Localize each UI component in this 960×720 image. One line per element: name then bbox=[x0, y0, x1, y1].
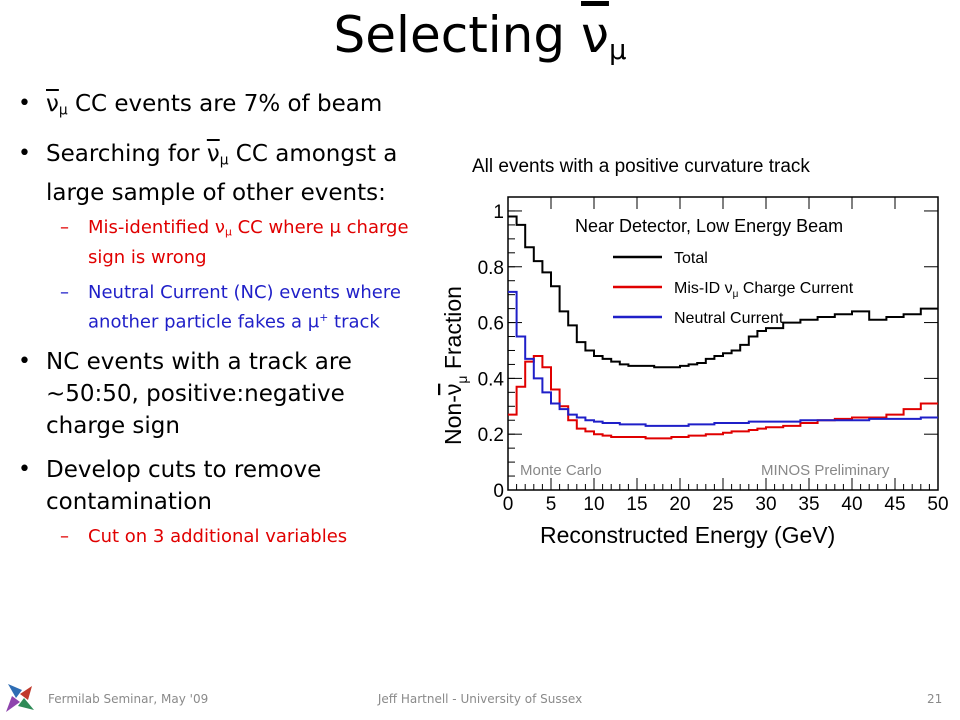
y-tick-label: 0.2 bbox=[478, 425, 504, 446]
non-numu-fraction-plot: 0 5 10 15 20 25 30 35 40 45 50 0 0.2 0.4 0.6 0.8 1 Near … bbox=[440, 196, 949, 548]
footer-event: Fermilab Seminar, May '09 bbox=[48, 692, 209, 706]
plot-caption: All events with a positive curvature tra… bbox=[472, 156, 810, 177]
nubar-symbol: ν bbox=[581, 6, 609, 64]
legend-label-nc: Neutral Current bbox=[674, 310, 784, 327]
x-tick-label: 20 bbox=[669, 494, 690, 515]
series-total bbox=[508, 215, 938, 369]
monte-carlo-label: Monte Carlo bbox=[520, 462, 602, 479]
bullet-list: νμ CC events are 7% of beam Searching fo… bbox=[18, 88, 430, 559]
sussex-logo-icon bbox=[6, 684, 34, 712]
x-tick-label: 25 bbox=[712, 494, 733, 515]
x-axis-label: Reconstructed Energy (GeV) bbox=[540, 522, 835, 548]
y-axis-label: Non-νμ Fraction bbox=[440, 286, 470, 445]
x-tick-label: 40 bbox=[841, 494, 862, 515]
x-tick-label: 45 bbox=[884, 494, 905, 515]
plot-title: Near Detector, Low Energy Beam bbox=[575, 216, 843, 236]
y-tick-label: 1 bbox=[493, 202, 504, 223]
y-tick-label: 0.8 bbox=[478, 258, 504, 279]
series-neutral-current bbox=[508, 290, 938, 427]
legend-label-total: Total bbox=[674, 250, 708, 267]
bullet-nc-tracks: NC events with a track are ~50:50, posit… bbox=[18, 346, 430, 442]
bullet-searching: Searching for νμ CC amongst a large samp… bbox=[18, 138, 430, 208]
series-mis-id-charge-current bbox=[508, 355, 938, 440]
plot-series bbox=[508, 215, 938, 440]
x-tick-label: 15 bbox=[626, 494, 647, 515]
x-tick-label: 50 bbox=[927, 494, 948, 515]
subbullet-misid: – Mis-identified νμ CC where μ charge sig… bbox=[60, 216, 409, 268]
plot-axes: 0 5 10 15 20 25 30 35 40 45 50 0 0.2 0.4 0.6 0.8 1 bbox=[478, 196, 949, 515]
subbullet-nc: – Neutral Current (NC) events where anoth… bbox=[60, 281, 401, 333]
y-tick-label: 0.6 bbox=[478, 314, 504, 335]
y-tick-label: 0 bbox=[493, 481, 504, 502]
x-tick-label: 5 bbox=[546, 494, 557, 515]
y-tick-label: 0.4 bbox=[478, 369, 505, 390]
x-tick-label: 35 bbox=[798, 494, 819, 515]
bullet-develop-cuts: Develop cuts to remove contamination bbox=[18, 454, 430, 518]
x-tick-label: 30 bbox=[755, 494, 776, 515]
plot-legend: Total Mis-ID νμ Charge Current Neutral C… bbox=[613, 250, 854, 327]
x-tick-label: 10 bbox=[583, 494, 604, 515]
footer-author: Jeff Hartnell - University of Sussex bbox=[377, 692, 583, 706]
slide-title: Selecting νμ bbox=[333, 6, 627, 66]
plot-frame bbox=[507, 196, 939, 491]
x-tick-label: 0 bbox=[503, 494, 514, 515]
minos-preliminary-label: MINOS Preliminary bbox=[761, 462, 890, 479]
page-number: 21 bbox=[927, 692, 943, 706]
bullet-nubar-fraction: νμ CC events are 7% of beam bbox=[18, 88, 430, 126]
legend-label-misid: Mis-ID νμ Charge Current bbox=[674, 280, 854, 300]
subbullet-cuts: – Cut on 3 additional variables bbox=[60, 526, 348, 548]
